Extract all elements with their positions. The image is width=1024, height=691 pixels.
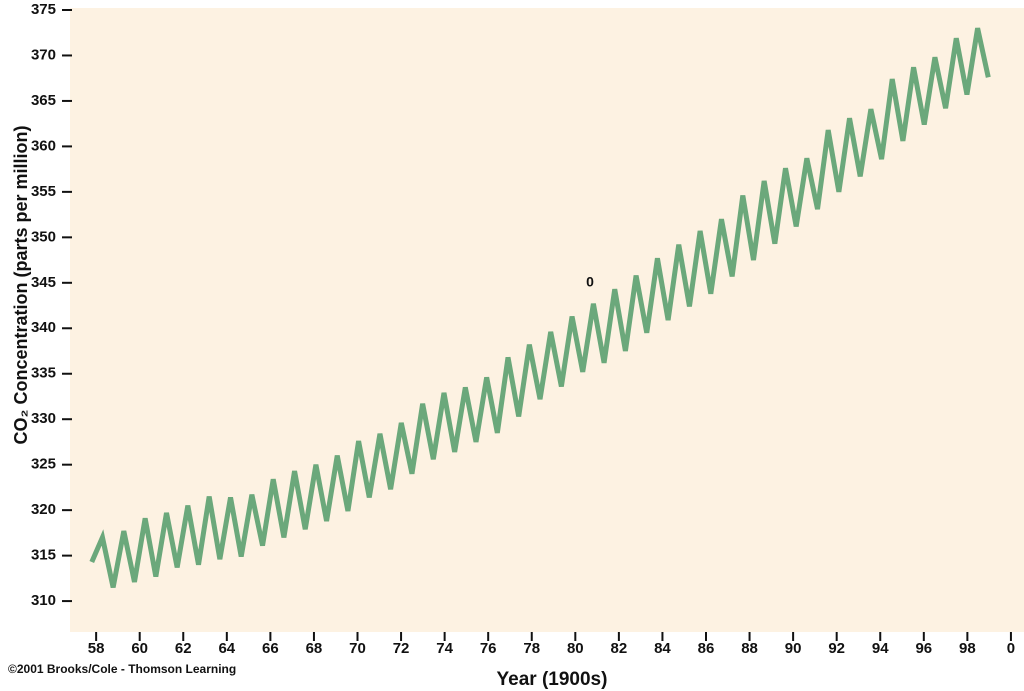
x-tick-label: 92 <box>828 640 845 657</box>
y-tick-label: 345 <box>31 274 56 291</box>
x-tick-label: 72 <box>393 640 410 657</box>
y-tick-label: 355 <box>31 183 56 200</box>
x-tick-label: 76 <box>480 640 497 657</box>
plot-background <box>70 8 1024 632</box>
y-tick-label: 370 <box>31 46 56 63</box>
x-tick-label: 84 <box>654 640 671 657</box>
x-tick-label: 66 <box>262 640 279 657</box>
x-tick-label: 70 <box>349 640 366 657</box>
x-tick-label: 62 <box>175 640 192 657</box>
x-tick-label: 86 <box>698 640 715 657</box>
co2-line <box>89 27 991 588</box>
x-tick-label: 68 <box>306 640 323 657</box>
x-tick-label: 74 <box>436 640 453 657</box>
x-tick-label: 90 <box>785 640 802 657</box>
x-tick-label: 60 <box>131 640 148 657</box>
x-tick-label: 98 <box>959 640 976 657</box>
credit: ©2001 Brooks/Cole - Thomson Learning <box>8 662 236 676</box>
y-axis-label: CO₂ Concentration (parts per million) <box>11 125 31 444</box>
y-tick-label: 350 <box>31 228 56 245</box>
y-tick-label: 365 <box>31 92 56 109</box>
y-tick-label: 360 <box>31 137 56 154</box>
x-tick-label: 82 <box>611 640 628 657</box>
annotation: 0 <box>586 274 594 290</box>
x-tick-label: 80 <box>567 640 584 657</box>
x-tick-label: 94 <box>872 640 889 657</box>
x-tick-label: 58 <box>88 640 105 657</box>
y-tick-label: 310 <box>31 592 56 609</box>
x-tick-label: 64 <box>218 640 235 657</box>
y-tick-label: 335 <box>31 365 56 382</box>
y-tick-label: 315 <box>31 547 56 564</box>
x-tick-label: 78 <box>523 640 540 657</box>
x-tick-label: 88 <box>741 640 758 657</box>
y-tick-label: 340 <box>31 319 56 336</box>
y-tick-label: 330 <box>31 410 56 427</box>
x-tick-label: 96 <box>915 640 932 657</box>
x-tick-label: 0 <box>1007 640 1015 657</box>
x-axis-label: Year (1900s) <box>497 669 608 690</box>
y-tick-label: 325 <box>31 456 56 473</box>
y-tick-label: 320 <box>31 501 56 518</box>
y-tick-label: 375 <box>31 1 56 18</box>
